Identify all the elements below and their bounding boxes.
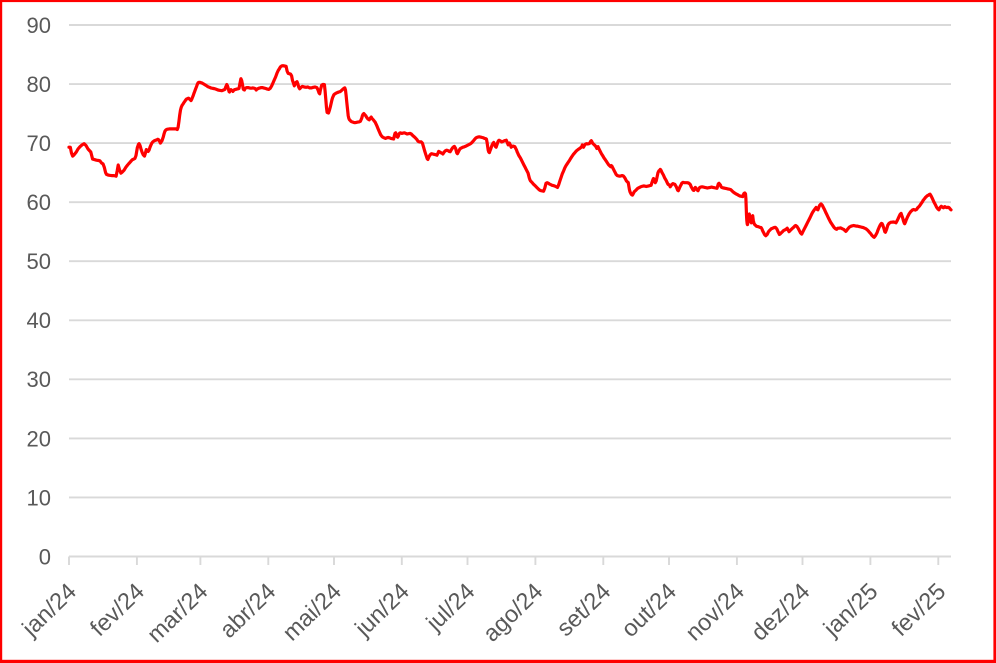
svg-text:0: 0	[39, 544, 51, 569]
svg-text:80: 80	[27, 72, 51, 97]
svg-text:70: 70	[27, 131, 51, 156]
svg-text:30: 30	[27, 367, 51, 392]
svg-text:20: 20	[27, 426, 51, 451]
svg-text:60: 60	[27, 190, 51, 215]
svg-text:40: 40	[27, 308, 51, 333]
svg-text:50: 50	[27, 249, 51, 274]
svg-text:10: 10	[27, 485, 51, 510]
svg-text:90: 90	[27, 13, 51, 38]
